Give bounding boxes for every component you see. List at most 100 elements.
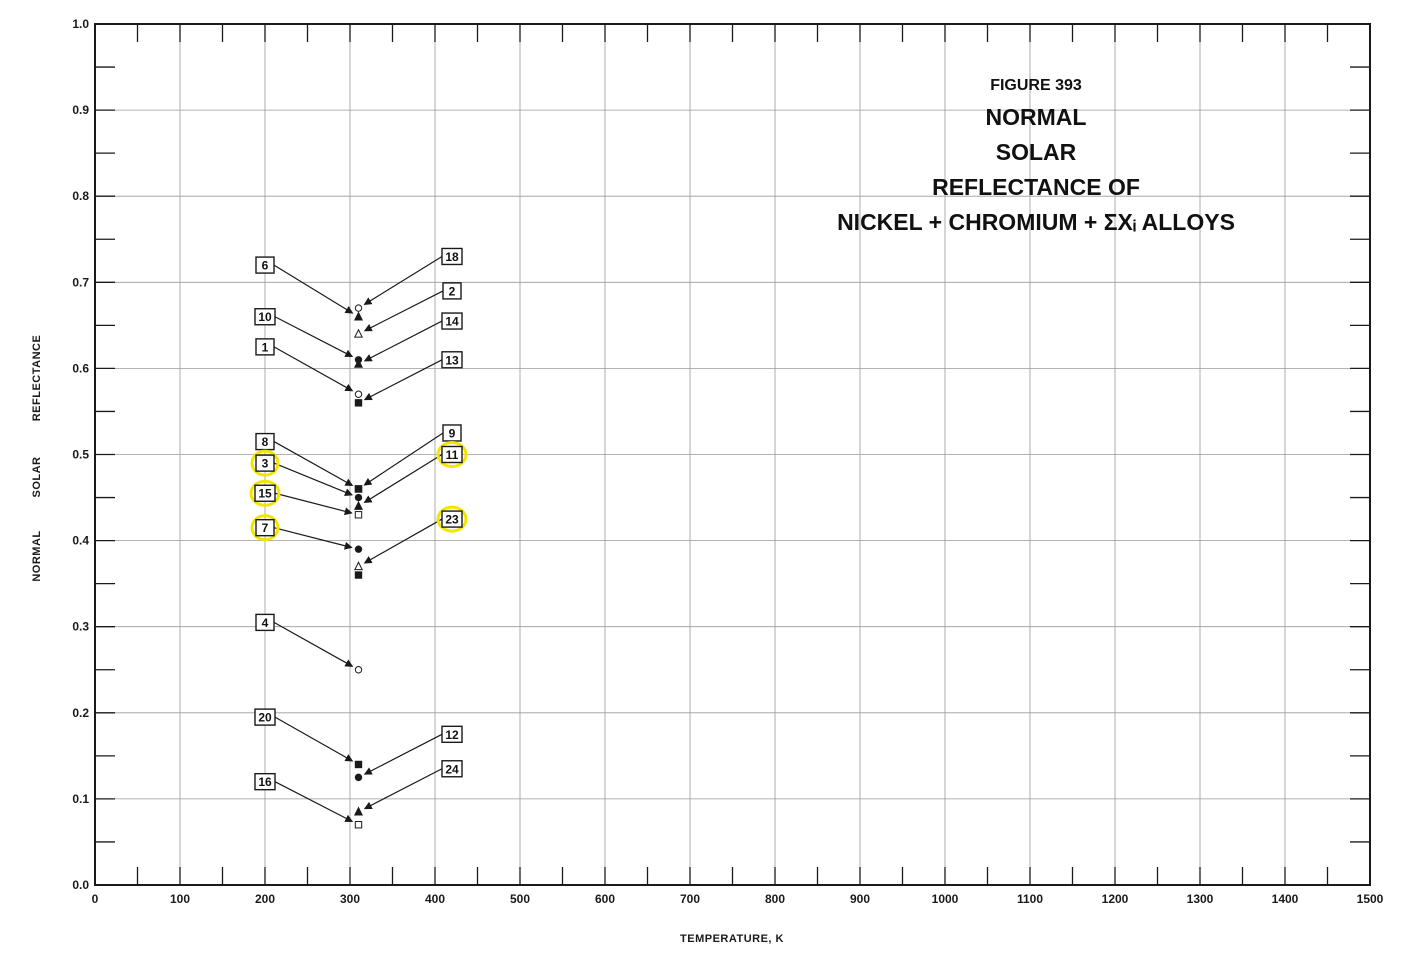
curve-label: 2 [449,284,456,298]
grid-lines [95,24,1370,885]
leader-arrow [363,359,443,401]
y-axis-title-word-3: REFLECTANCE [31,335,43,422]
y-tick-label: 0.4 [72,534,89,548]
title-line-solar: SOLAR [996,139,1077,165]
curve-label-box [441,445,463,464]
x-tick-label: 1500 [1357,892,1384,906]
y-tick-label: 0.0 [72,878,89,892]
title-line-reflectance: REFLECTANCE OF [932,174,1140,200]
leader-arrow [363,518,443,564]
data-point [354,399,363,407]
curve-labels: 6 18 2 10 14 1 13 8 9 3 11 15 7 23 4 20 12 16 24 [249,247,468,791]
highlight-ring [436,505,468,533]
y-tick-label: 0.6 [72,361,89,375]
leader-arrow [363,768,443,810]
y-tick-labels: 0.0 0.1 0.2 0.3 0.4 0.5 0.6 0.7 0.8 0.9 1.0 [72,17,89,892]
curve-label-box [441,725,463,744]
curve-label: 10 [258,310,272,324]
y-tick-label: 0.1 [72,792,89,806]
curve-label-box [255,454,275,472]
data-point [353,500,364,510]
data-point [353,561,364,571]
leader-arrow [273,462,353,496]
curve-label: 4 [262,616,269,630]
highlight-ring [436,441,468,468]
curve-label: 16 [258,775,272,789]
x-tick-label: 0 [92,892,99,906]
curve-label: 13 [445,353,459,367]
x-tick-label: 1000 [932,892,959,906]
figure-title: FIGURE 393 NORMAL SOLAR REFLECTANCE OF N… [837,77,1235,235]
y-tick-label: 0.2 [72,706,89,720]
leader-arrow [273,441,354,487]
x-tick-labels: 0 100 200 300 400 500 600 700 800 900 1000 1100 1200… [92,892,1384,906]
x-tick-label: 400 [425,892,445,906]
curve-label-box [441,247,463,266]
leader-arrow [363,290,444,332]
leader-arrow [363,453,443,504]
curve-label-box [254,772,276,791]
leader-arrow [273,621,354,667]
leader-arrow [274,316,354,358]
x-tick-label: 500 [510,892,530,906]
title-line-alloys: NICKEL + CHROMIUM + ΣXᵢ ALLOYS [837,209,1235,235]
y-tick-label: 0.9 [72,103,89,117]
data-point [354,485,363,493]
data-point [353,358,364,368]
curve-label: 1 [262,340,269,354]
curve-label: 24 [445,762,459,776]
x-axis-title: TEMPERATURE, K [680,933,784,945]
curve-label-box [255,256,275,274]
curve-label: 15 [258,487,272,501]
leader-arrow [363,255,443,305]
leader-arrow [273,527,353,550]
x-tick-label: 1300 [1187,892,1214,906]
curve-label: 23 [445,513,459,527]
y-tick-label: 1.0 [72,17,89,31]
leader-arrows [273,255,444,823]
curve-label-box [441,351,463,369]
highlight-ring [250,449,280,477]
curve-label: 8 [262,435,269,449]
x-tick-label: 300 [340,892,360,906]
y-axis-title-word-1: NORMAL [31,530,43,581]
data-point [353,328,364,338]
data-point [353,806,364,816]
curve-label-box [441,312,463,330]
highlight-ring [250,514,280,542]
plot-border [94,23,1371,886]
data-point [354,821,363,829]
x-tick-label: 1100 [1017,892,1043,906]
data-points [353,304,364,829]
leader-arrow [363,733,443,775]
x-tick-label: 1200 [1102,892,1129,906]
curve-label: 6 [262,259,269,273]
title-line-normal: NORMAL [986,104,1087,130]
leader-arrow [273,346,354,392]
x-tick-label: 600 [595,892,615,906]
curve-label: 12 [445,728,459,742]
x-tick-label: 100 [170,892,190,906]
curve-label-box [254,708,276,726]
y-axis-title-word-2: SOLAR [31,457,43,498]
figure-number: FIGURE 393 [990,77,1082,94]
y-tick-label: 0.5 [72,448,89,462]
data-point [354,511,363,519]
leader-arrow [274,492,353,516]
curve-label: 18 [445,250,459,264]
leader-arrow [363,320,443,362]
curve-label-box [255,432,275,451]
leader-arrow [274,716,354,762]
leader-arrow [274,781,354,823]
data-point [354,760,363,769]
curve-label-box [255,518,275,537]
x-tick-label: 800 [765,892,785,906]
data-point [354,545,363,553]
x-tick-label: 200 [255,892,275,906]
data-point [354,773,363,782]
y-tick-label: 0.8 [72,189,89,203]
data-point [354,390,363,398]
curve-label-box [255,613,275,632]
curve-label-box [442,282,462,300]
